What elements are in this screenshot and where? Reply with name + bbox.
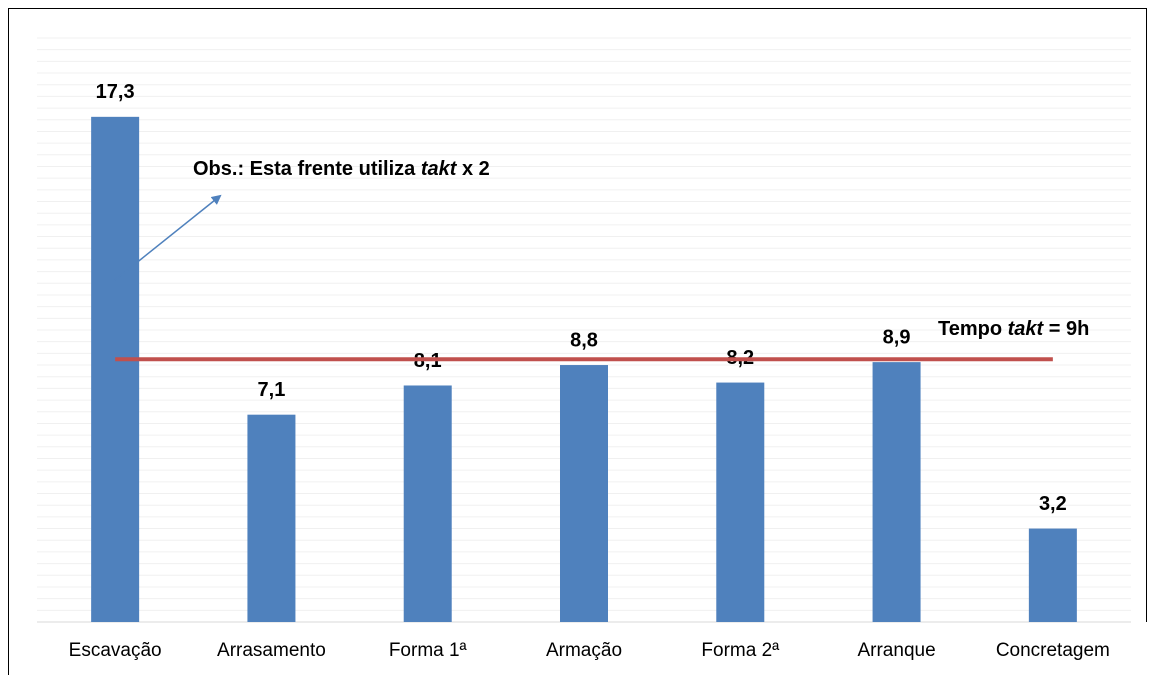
- x-tick-label: Forma 2ª: [701, 640, 780, 661]
- value-label: 8,8: [570, 329, 598, 351]
- bars: [91, 116, 1077, 622]
- x-tick-label: Arranque: [857, 640, 935, 661]
- bar: [403, 385, 452, 622]
- value-label: 7,1: [258, 379, 286, 401]
- value-label: 17,3: [96, 81, 135, 103]
- annotation-part: x 2: [462, 158, 490, 180]
- x-tick-label: Arrasamento: [217, 640, 326, 661]
- annotation-part: Obs.: Esta frente utiliza: [193, 158, 416, 180]
- reference-label: Tempo takt = 9h: [938, 318, 1089, 340]
- annotation-part: takt: [421, 158, 458, 180]
- value-label: 8,9: [883, 326, 911, 348]
- x-tick-label: Concretagem: [996, 640, 1110, 661]
- x-tick-label: Armação: [546, 640, 622, 661]
- annotation-arrow: [114, 194, 222, 281]
- bar: [91, 116, 140, 622]
- reference-label-part: takt: [1008, 318, 1045, 340]
- value-label: 3,2: [1039, 493, 1067, 515]
- bar: [247, 414, 296, 622]
- bar: [560, 365, 608, 622]
- x-tick-label: Forma 1ª: [389, 640, 468, 661]
- reference-label-part: Tempo: [938, 318, 1002, 340]
- frame: [8, 8, 1147, 675]
- bar: [872, 362, 921, 622]
- reference-label-part: = 9h: [1049, 318, 1090, 340]
- annotation: Obs.: Esta frente utiliza takt x 2: [193, 158, 490, 180]
- bar: [1028, 528, 1077, 622]
- x-tick-label: Escavação: [69, 640, 162, 661]
- grid: [37, 37, 1131, 623]
- bar: [716, 382, 765, 622]
